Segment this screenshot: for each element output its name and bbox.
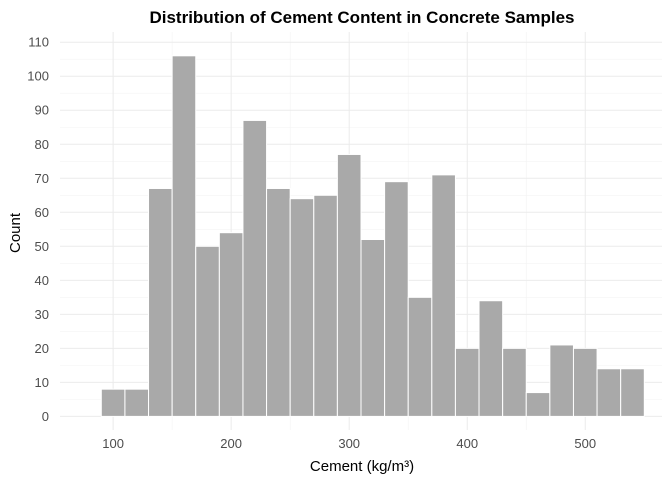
histogram-bar — [431, 174, 456, 417]
histogram-bar — [336, 153, 362, 417]
histogram-bar — [100, 388, 126, 417]
histogram-bar — [596, 368, 622, 417]
histogram-bar — [620, 368, 645, 417]
histogram-bar — [242, 119, 268, 417]
y-tick-label: 40 — [35, 273, 49, 288]
x-tick-label: 400 — [456, 436, 478, 451]
y-tick-label: 0 — [42, 409, 49, 424]
bar-layer — [100, 55, 645, 417]
tick-layer: 100 200 300 400 500 0 10 20 30 40 50 60 70 80 90 100 110 — [27, 35, 596, 451]
y-tick-label: 20 — [35, 341, 49, 356]
histogram-bar — [313, 194, 338, 417]
y-tick-label: 50 — [35, 239, 49, 254]
y-tick-label: 90 — [35, 103, 49, 118]
histogram-bar — [148, 187, 173, 417]
y-tick-label: 100 — [27, 69, 49, 84]
histogram-bar — [478, 300, 504, 417]
x-tick-label: 100 — [102, 436, 124, 451]
histogram-bar — [289, 198, 315, 417]
histogram-bar — [572, 347, 598, 417]
chart-title: Distribution of Cement Content in Concre… — [149, 8, 574, 27]
histogram-bar — [525, 392, 551, 417]
y-tick-label: 70 — [35, 171, 49, 186]
histogram-bar — [195, 245, 220, 417]
y-tick-label: 10 — [35, 375, 49, 390]
y-tick-label: 30 — [35, 307, 49, 322]
histogram-bar — [171, 55, 197, 417]
y-tick-label: 80 — [35, 137, 49, 152]
histogram-bar — [454, 347, 480, 417]
y-tick-label: 60 — [35, 205, 49, 220]
y-axis-label: Count — [7, 212, 24, 253]
x-tick-label: 300 — [338, 436, 360, 451]
x-axis-label: Cement (kg/m³) — [310, 458, 414, 475]
y-tick-label: 110 — [28, 35, 49, 50]
x-tick-label: 200 — [220, 436, 242, 451]
histogram-bar — [266, 187, 291, 417]
histogram-bar — [502, 347, 527, 417]
histogram-bar — [407, 296, 433, 417]
histogram-bar — [384, 181, 409, 417]
histogram-bar — [549, 344, 574, 417]
histogram-bar — [218, 232, 244, 417]
histogram-bar — [360, 239, 386, 417]
histogram-bar — [124, 388, 150, 417]
x-tick-label: 500 — [574, 436, 596, 451]
